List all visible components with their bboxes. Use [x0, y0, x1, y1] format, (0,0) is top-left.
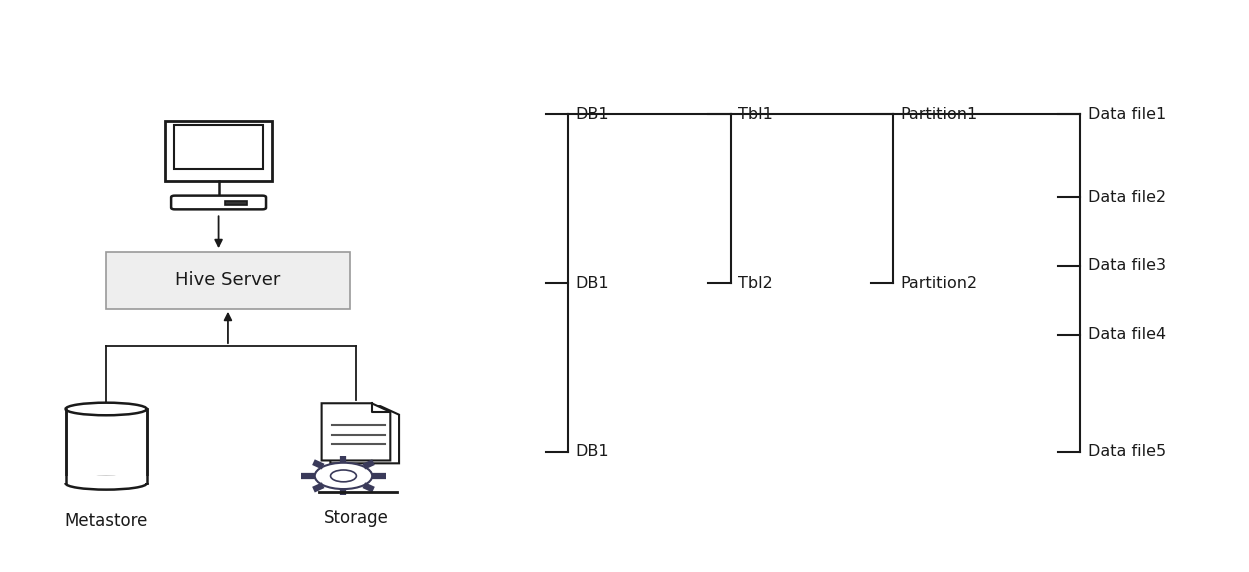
Text: DB1: DB1 [576, 276, 610, 291]
Polygon shape [321, 403, 390, 460]
Text: Tbl1: Tbl1 [738, 107, 773, 122]
Bar [225, 201, 247, 205]
Ellipse shape [65, 403, 147, 415]
Text: Data file2: Data file2 [1088, 190, 1167, 205]
Bar [62, 476, 150, 483]
Text: Data file4: Data file4 [1088, 327, 1167, 342]
Text: Partition2: Partition2 [901, 276, 978, 291]
Bar [106, 252, 350, 309]
FancyBboxPatch shape [171, 196, 266, 209]
Bar [165, 121, 271, 181]
Bar [65, 409, 147, 483]
Bar [174, 125, 262, 169]
Text: Hive Server: Hive Server [175, 271, 281, 289]
Polygon shape [330, 406, 398, 463]
Ellipse shape [65, 477, 147, 490]
Text: DB1: DB1 [576, 444, 610, 459]
Text: Data file5: Data file5 [1088, 444, 1167, 459]
Text: Metastore: Metastore [65, 511, 147, 530]
Text: Data file3: Data file3 [1088, 259, 1165, 273]
Text: Partition1: Partition1 [901, 107, 978, 122]
Text: Data file1: Data file1 [1088, 107, 1167, 122]
Text: Tbl2: Tbl2 [738, 276, 773, 291]
Circle shape [315, 463, 372, 489]
Text: DB1: DB1 [576, 107, 610, 122]
Text: Storage: Storage [323, 509, 388, 527]
Circle shape [331, 470, 356, 482]
